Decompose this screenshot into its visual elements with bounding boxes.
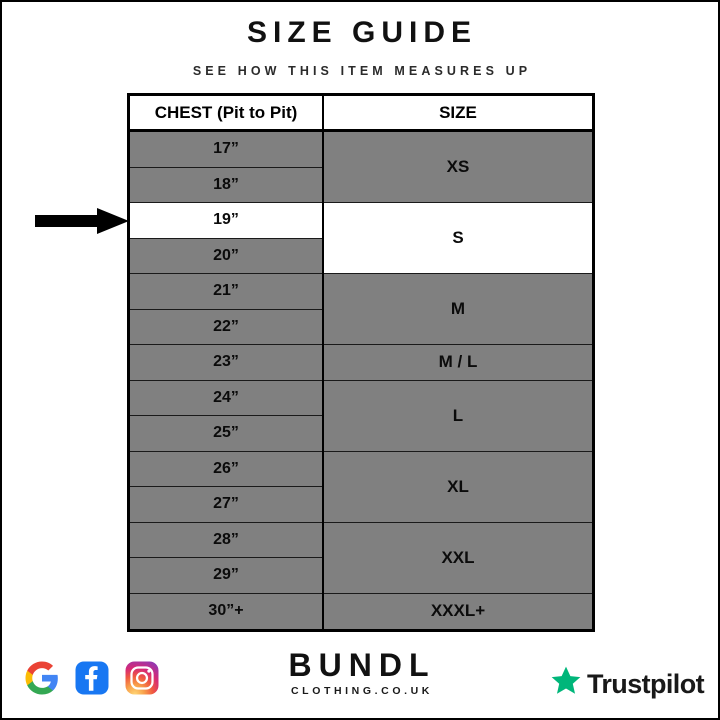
table-row: 20” — [130, 238, 322, 274]
table-body: 17” 18” 19” 20” 21” 22” 23” 24” 25” 26” … — [130, 132, 592, 629]
size-group-l: L — [324, 380, 592, 452]
footer: BUNDL CLOTHING.CO.UK Trustpilot — [2, 642, 718, 714]
table-row: 28” — [130, 522, 322, 558]
size-group-xxxl: XXXL+ — [324, 593, 592, 629]
table-row: 22” — [130, 309, 322, 345]
table-row: 26” — [130, 451, 322, 487]
brand-logo: BUNDL CLOTHING.CO.UK — [2, 647, 718, 698]
trustpilot-wordmark: Trustpilot — [587, 668, 705, 699]
facebook-icon[interactable] — [74, 660, 110, 696]
column-header-chest: CHEST (Pit to Pit) — [130, 96, 324, 129]
brand-domain: CLOTHING.CO.UK — [291, 685, 433, 697]
size-group-xl: XL — [324, 451, 592, 523]
social-icons-group — [24, 660, 160, 696]
table-row: 21” — [130, 274, 322, 310]
trustpilot-star-icon — [549, 664, 583, 703]
size-group-xs: XS — [324, 132, 592, 203]
table-row: 23” — [130, 345, 322, 381]
size-table: CHEST (Pit to Pit) SIZE 17” 18” 19” 20” … — [127, 93, 595, 632]
table-row-highlighted: 19” — [130, 203, 322, 239]
trustpilot-logo[interactable]: Trustpilot — [549, 664, 705, 703]
page-subtitle: SEE HOW THIS ITEM MEASURES UP — [192, 64, 532, 78]
table-row: 27” — [130, 487, 322, 523]
size-group-m: M — [324, 274, 592, 345]
chest-column: 17” 18” 19” 20” 21” 22” 23” 24” 25” 26” … — [130, 132, 324, 629]
instagram-icon[interactable] — [124, 660, 160, 696]
table-row: 25” — [130, 416, 322, 452]
google-icon[interactable] — [24, 660, 60, 696]
table-row: 29” — [130, 558, 322, 594]
arrow-right-icon — [35, 208, 129, 234]
header-block: SIZE GUIDE SEE HOW THIS ITEM MEASURES UP — [2, 16, 718, 80]
page-title: SIZE GUIDE — [246, 16, 478, 49]
brand-name: BUNDL — [288, 647, 436, 683]
table-row: 30”+ — [130, 593, 322, 629]
size-group-ml: M / L — [324, 345, 592, 381]
table-row: 17” — [130, 132, 322, 168]
size-group-xxl: XXL — [324, 522, 592, 594]
table-row: 18” — [130, 167, 322, 203]
table-row: 24” — [130, 380, 322, 416]
size-group-s-highlighted: S — [324, 203, 592, 274]
table-header-row: CHEST (Pit to Pit) SIZE — [130, 96, 592, 132]
column-header-size: SIZE — [324, 96, 592, 129]
size-column: XS S M M / L L XL XXL XXXL+ — [324, 132, 592, 629]
